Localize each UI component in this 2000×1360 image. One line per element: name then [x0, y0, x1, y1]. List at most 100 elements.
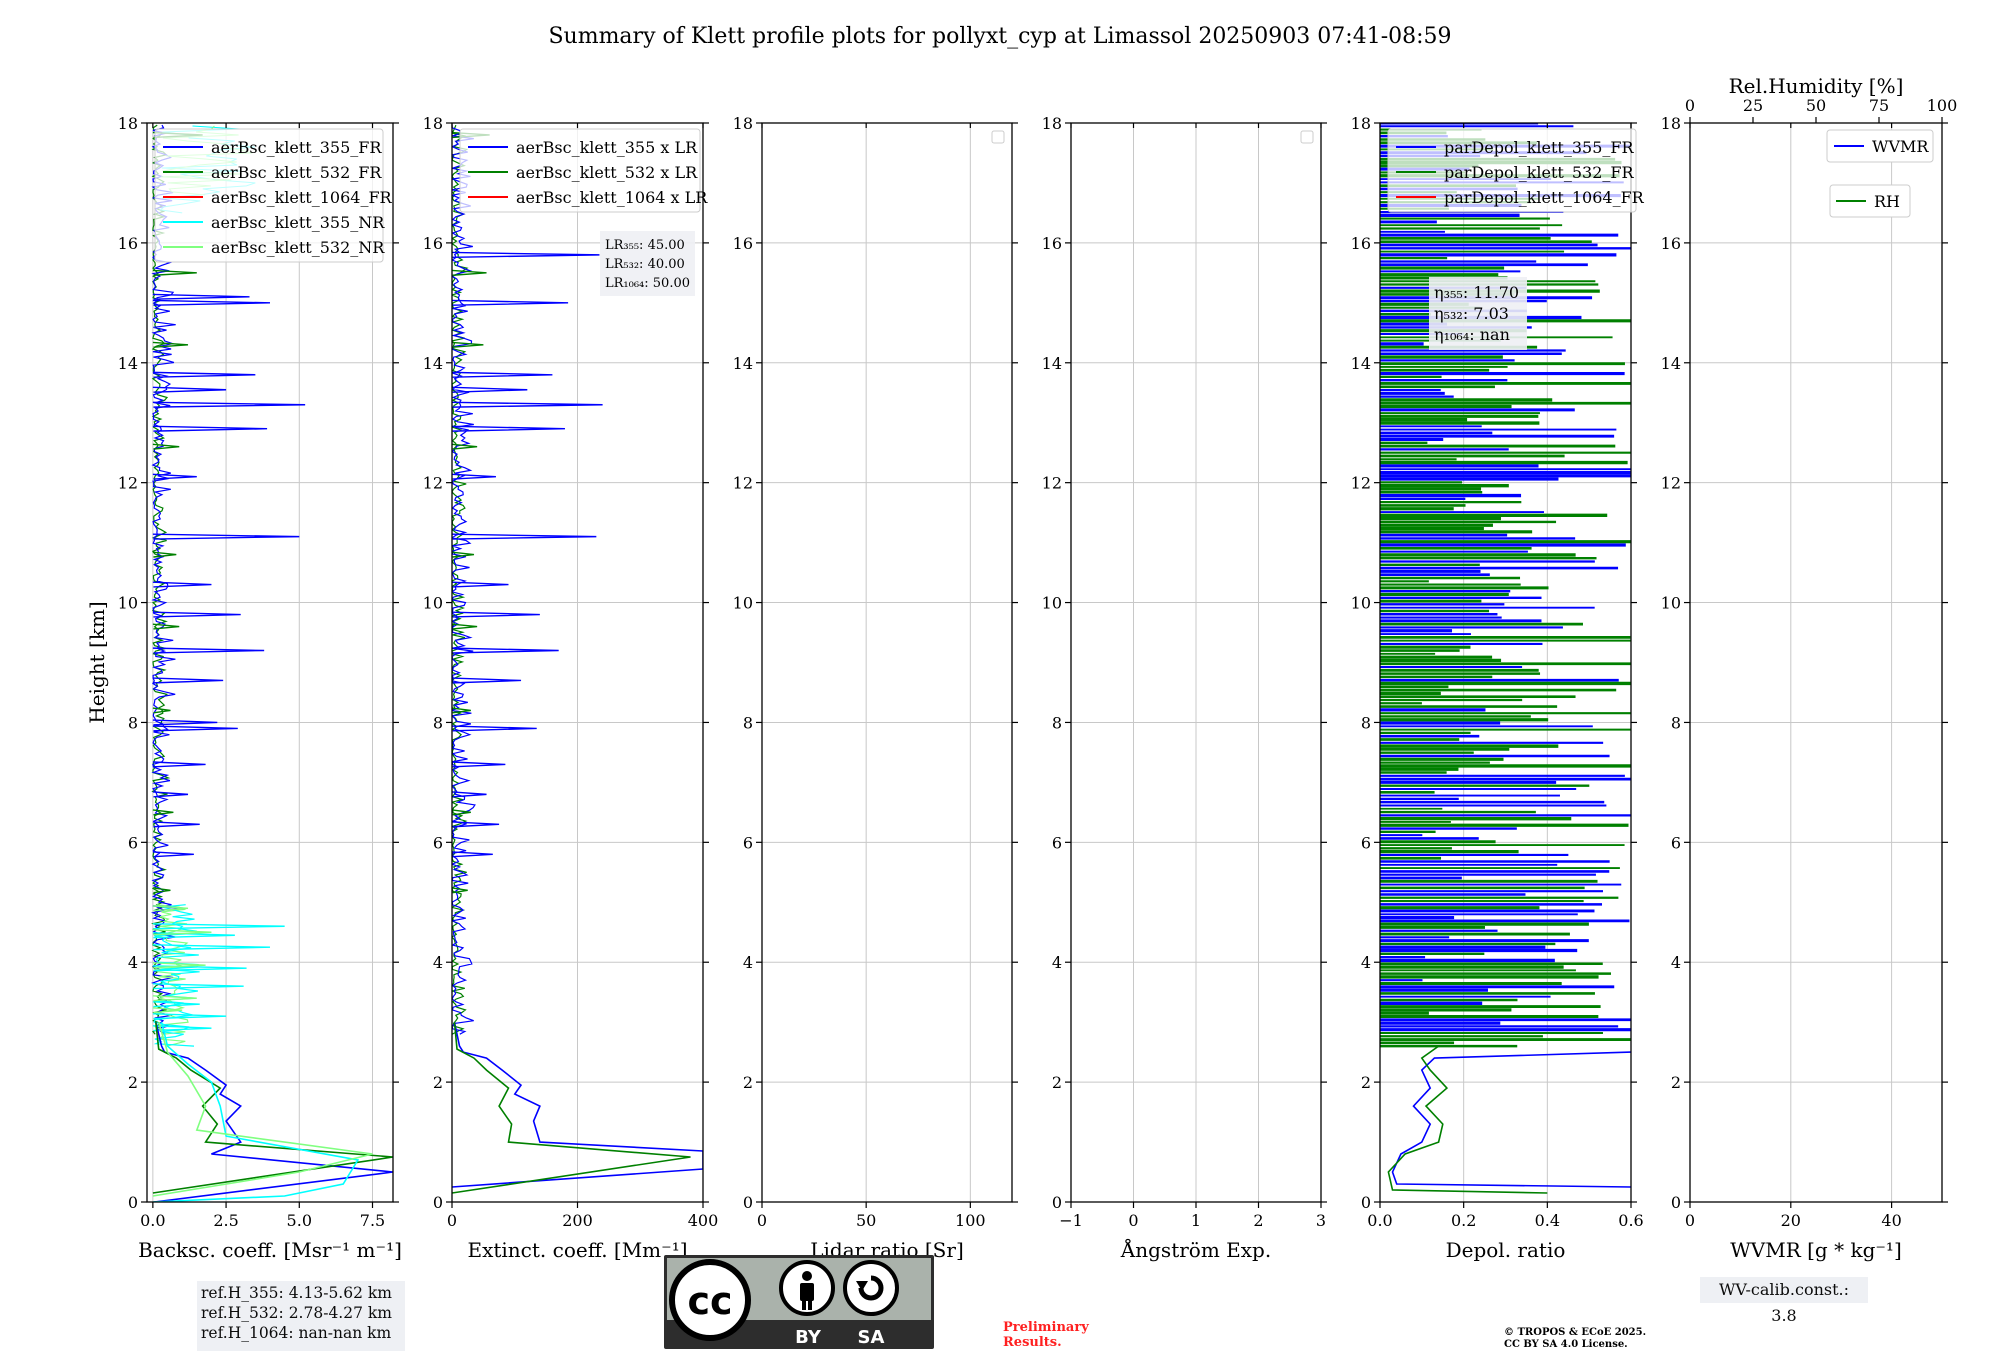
axes-frame [761, 122, 1013, 1203]
x-tick-label: 2 [1253, 1211, 1263, 1230]
x-tick-label: 100 [955, 1211, 986, 1230]
y-tick-label: 10 [733, 594, 753, 613]
ref-h-355: ref.H_355: 4.13-5.62 km [201, 1284, 392, 1302]
panel-depol: 0.0 0.2 0.4 0.6 0 2 4 6 8 10 12 14 16 18 Depol. ratio p… [1351, 114, 1645, 1262]
series-aerBsc_klett_532_FR [152, 1022, 393, 1194]
spike-mark [452, 887, 468, 894]
legend-label: aerBsc_klett_1064_FR [211, 188, 393, 207]
plot-area-depol [1380, 123, 1631, 1194]
spike-mark [452, 443, 478, 450]
preliminary-line-1: Preliminary [1003, 1320, 1089, 1335]
y-tick-label: 12 [1351, 474, 1371, 493]
top-x-tick-label: 50 [1806, 96, 1826, 115]
y-tick-label: 14 [1042, 354, 1062, 373]
top-x-axis-label: Rel.Humidity [%] [1729, 74, 1904, 98]
series-aerBsc_klett_355_FR [154, 1022, 393, 1202]
spike-mark [152, 269, 197, 276]
legend-label: WVMR [1872, 137, 1929, 156]
y-tick-label: 0 [128, 1193, 138, 1212]
y-tick-label: 16 [1661, 234, 1681, 253]
y-tick-label: 0 [1052, 1193, 1062, 1212]
y-tick-label: 14 [1351, 354, 1371, 373]
y-tick-label: 18 [118, 114, 138, 133]
spike-mark [152, 425, 268, 432]
wv-calib-text: WV-calib.const.: 3.8 [1718, 1280, 1849, 1325]
spike-mark [152, 341, 189, 348]
y-tick-label: 0 [433, 1193, 443, 1212]
spike-mark [452, 581, 509, 588]
y-tick-label: 2 [743, 1073, 753, 1092]
spike-mark [452, 623, 478, 630]
spike-mark [152, 944, 271, 951]
spike-mark [152, 473, 197, 480]
y-tick-label: 14 [1661, 354, 1681, 373]
spike-mark [152, 386, 227, 393]
spike-mark [452, 791, 487, 798]
spike-mark [152, 647, 265, 654]
y-tick-label: 8 [1052, 713, 1062, 732]
y-tick-label: 18 [1351, 114, 1371, 133]
spike-mark [152, 1001, 200, 1008]
legend-label: aerBsc_klett_532 x LR [516, 163, 698, 182]
legend-ext: aerBsc_klett_355 x LR aerBsc_klett_532 x … [459, 128, 708, 213]
panel-bsc: 0.0 2.5 5.0 7.5 0 2 4 6 8 10 12 14 16 18 Backsc. coeff… [85, 114, 402, 1262]
legend-rh: RH [1829, 184, 1911, 218]
x-tick-label: 5.0 [287, 1211, 312, 1230]
spike-mark [452, 647, 559, 654]
preliminary-line-2: Results. [1003, 1335, 1062, 1350]
noise-trace-c355 [150, 124, 176, 1035]
y-tick-label: 18 [423, 114, 443, 133]
x-tick-label: −1 [1059, 1211, 1083, 1230]
y-tick-label: 16 [733, 234, 753, 253]
reference-height-box: ref.H_355: 4.13-5.62 km ref.H_532: 2.78-… [197, 1281, 405, 1351]
x-tick-label: 50 [856, 1211, 876, 1230]
spike-mark [152, 851, 194, 858]
annotation-box [600, 231, 695, 296]
x-tick-label: 20 [1781, 1211, 1801, 1230]
legend-label: aerBsc_klett_532_FR [211, 163, 382, 182]
spike-mark [452, 386, 528, 393]
spike-mark [152, 821, 200, 828]
spike-mark [452, 821, 500, 828]
series-aerBsc_klett_355 x LR [452, 1022, 703, 1188]
y-tick-label: 12 [733, 474, 753, 493]
spike-mark [152, 1025, 212, 1032]
y-tick-label: 12 [118, 474, 138, 493]
spike-mark [452, 761, 506, 768]
x-tick-label: 0.4 [1535, 1211, 1560, 1230]
y-tick-label: 18 [1661, 114, 1681, 133]
annotation-box [1429, 277, 1527, 350]
y-tick-label: 2 [1671, 1073, 1681, 1092]
spike-mark [152, 551, 177, 558]
legend-bsc: aerBsc_klett_355_FR aerBsc_klett_532_FRae… [154, 128, 393, 263]
y-tick-label: 14 [118, 354, 138, 373]
y-tick-label: 16 [1351, 234, 1371, 253]
legend-label: aerBsc_klett_355_FR [211, 138, 382, 157]
legend-label: RH [1874, 192, 1900, 211]
spike-mark [152, 533, 300, 540]
x-axis-label: Extinct. coeff. [Mm⁻¹] [467, 1238, 687, 1262]
y-tick-label: 10 [1351, 594, 1371, 613]
annotation-line: LR₅₃₂: 40.00 [605, 257, 685, 272]
y-tick-label: 4 [1361, 953, 1371, 972]
x-tick-label: 1 [1191, 1211, 1201, 1230]
license-sa-label: SA [858, 1327, 885, 1348]
spike-mark [452, 299, 569, 306]
sa-share-icon [843, 1260, 899, 1316]
legend-label: parDepol_klett_355_FR [1444, 138, 1635, 157]
empty-legend-box [991, 130, 1005, 144]
y-tick-label: 0 [1361, 1193, 1371, 1212]
spike-mark [152, 983, 244, 990]
y-tick-label: 16 [118, 234, 138, 253]
copyright-line-2: CC BY SA 4.0 License. [1504, 1339, 1628, 1350]
legend-label: parDepol_klett_532_FR [1444, 163, 1635, 182]
panel-wv: 0 20 40 0 2 4 6 8 10 12 14 16 18 WVMR [g * kg⁻¹] 0 25 50… [1661, 74, 1958, 1262]
x-tick-label: 0.0 [1367, 1211, 1392, 1230]
legend-frame [1829, 184, 1911, 218]
spike-mark [452, 677, 522, 684]
x-tick-label: 40 [1881, 1211, 1901, 1230]
annotation-line: LR₃₅₅: 45.00 [605, 238, 685, 253]
legend-frame [1826, 129, 1934, 163]
license-by-label: BY [795, 1327, 822, 1348]
